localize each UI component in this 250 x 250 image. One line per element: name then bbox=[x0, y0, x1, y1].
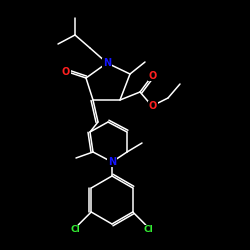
Text: N: N bbox=[108, 157, 116, 167]
Text: Cl: Cl bbox=[144, 226, 154, 234]
Text: O: O bbox=[149, 71, 157, 81]
Text: O: O bbox=[149, 101, 157, 111]
Text: O: O bbox=[62, 67, 70, 77]
Text: Cl: Cl bbox=[70, 226, 80, 234]
Text: N: N bbox=[103, 58, 111, 68]
